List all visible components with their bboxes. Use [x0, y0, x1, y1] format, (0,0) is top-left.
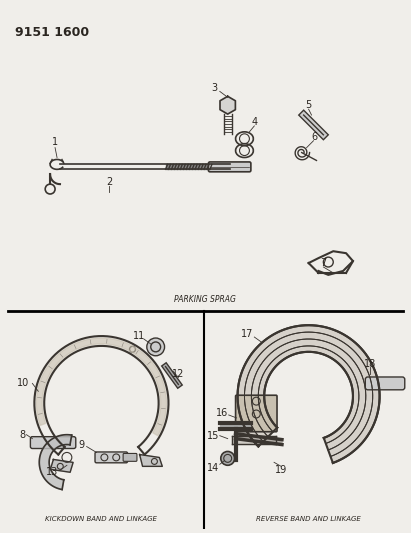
Text: 13: 13: [46, 467, 58, 477]
Polygon shape: [36, 338, 166, 435]
Text: 15: 15: [207, 431, 219, 441]
Polygon shape: [232, 435, 276, 443]
Polygon shape: [220, 96, 236, 114]
Text: 17: 17: [241, 329, 254, 339]
Text: 4: 4: [251, 117, 257, 127]
Text: 19: 19: [275, 465, 287, 475]
FancyBboxPatch shape: [123, 454, 137, 462]
Text: 18: 18: [364, 359, 376, 369]
Text: 16: 16: [216, 408, 228, 418]
Polygon shape: [220, 423, 252, 429]
Text: 2: 2: [106, 177, 113, 187]
FancyBboxPatch shape: [236, 395, 277, 432]
Text: 3: 3: [212, 84, 218, 93]
FancyBboxPatch shape: [30, 437, 76, 448]
Text: 9151 1600: 9151 1600: [15, 26, 89, 39]
Text: 6: 6: [312, 132, 318, 142]
Circle shape: [221, 451, 235, 465]
Text: PARKING SPRAG: PARKING SPRAG: [174, 295, 236, 304]
Text: KICKDOWN BAND AND LINKAGE: KICKDOWN BAND AND LINKAGE: [46, 515, 157, 521]
Text: 5: 5: [305, 100, 312, 110]
Polygon shape: [238, 325, 380, 463]
Text: REVERSE BAND AND LINKAGE: REVERSE BAND AND LINKAGE: [256, 515, 361, 521]
Text: 7: 7: [320, 258, 326, 268]
FancyBboxPatch shape: [208, 162, 251, 172]
FancyBboxPatch shape: [95, 452, 127, 463]
Text: 10: 10: [16, 378, 29, 389]
Polygon shape: [51, 459, 73, 472]
Text: 12: 12: [172, 368, 185, 378]
Polygon shape: [39, 435, 72, 489]
Polygon shape: [140, 455, 162, 466]
Polygon shape: [236, 434, 282, 445]
Text: 9: 9: [79, 440, 85, 449]
Text: 14: 14: [207, 463, 219, 473]
Text: 8: 8: [19, 430, 25, 440]
Text: 11: 11: [133, 331, 145, 341]
FancyBboxPatch shape: [365, 377, 405, 390]
Text: 1: 1: [52, 136, 58, 147]
Circle shape: [147, 338, 164, 356]
